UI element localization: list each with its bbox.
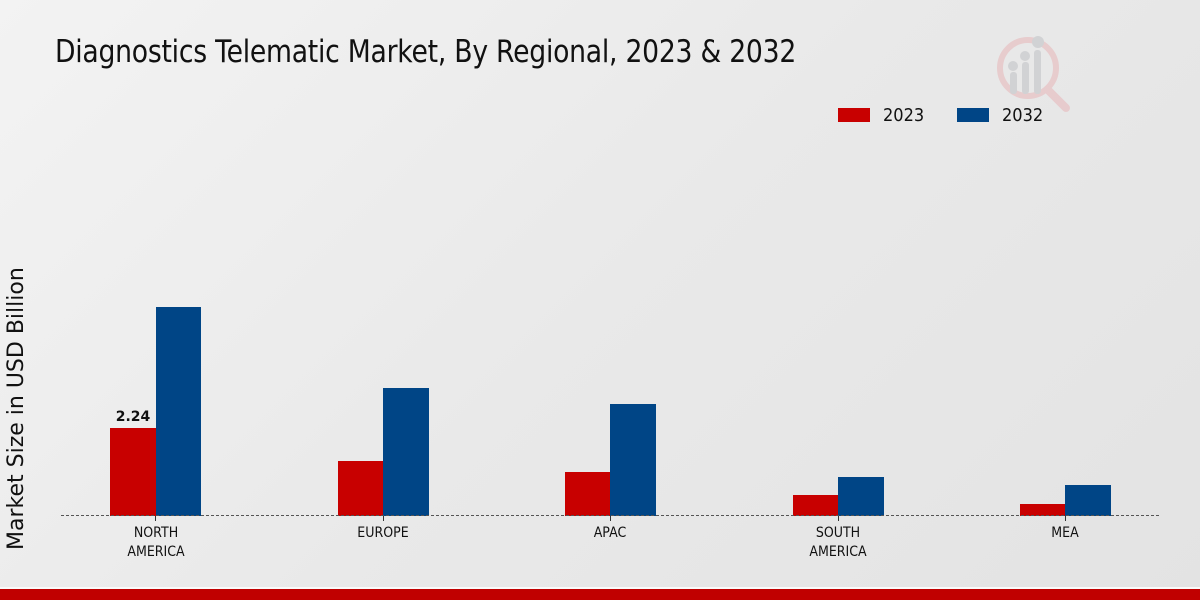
x-tick-north-america xyxy=(155,516,156,521)
x-tick-south-america xyxy=(838,516,839,521)
footer-divider xyxy=(0,587,1200,589)
x-tick-apac xyxy=(610,516,611,521)
x-label-line1: NORTH xyxy=(133,525,179,541)
bar-south-america-2032 xyxy=(838,476,884,516)
x-label-south-america: SOUTH AMERICA xyxy=(784,524,892,562)
x-label-line2: AMERICA xyxy=(809,544,867,560)
x-label-line1: SOUTH xyxy=(815,525,861,541)
bar-south-america-2023 xyxy=(792,495,838,516)
bar-apac-2023 xyxy=(564,471,610,516)
x-label-europe: EUROPE xyxy=(329,524,437,543)
legend-swatch-2032 xyxy=(957,108,989,122)
legend-item-2023[interactable]: 2023 xyxy=(838,104,929,126)
legend-item-2032[interactable]: 2032 xyxy=(957,104,1048,126)
x-label-line1: MEA xyxy=(1051,525,1079,541)
footer-bar xyxy=(0,589,1200,600)
bar-mea-2032 xyxy=(1065,484,1111,516)
bar-europe-2032 xyxy=(383,388,429,516)
legend-label-2032: 2032 xyxy=(1002,104,1044,126)
bar-europe-2023 xyxy=(337,460,383,516)
legend-swatch-2023 xyxy=(838,108,870,122)
chart-title: Diagnostics Telematic Market, By Regiona… xyxy=(55,34,797,70)
x-label-apac: APAC xyxy=(556,524,664,543)
bar-north-america-2032 xyxy=(155,306,201,516)
data-label-north-america-2023: 2.24 xyxy=(115,409,151,425)
x-tick-europe xyxy=(383,516,384,521)
legend-label-2023: 2023 xyxy=(883,104,925,126)
x-tick-mea xyxy=(1065,516,1066,521)
bar-apac-2032 xyxy=(610,403,656,516)
x-label-line1: EUROPE xyxy=(357,525,409,541)
bar-mea-2023 xyxy=(1019,504,1065,516)
bar-north-america-2023 xyxy=(110,427,156,516)
x-label-line1: APAC xyxy=(593,525,627,541)
x-axis-baseline xyxy=(61,515,1159,516)
x-label-line2: AMERICA xyxy=(127,544,185,560)
brand-logo-watermark-icon xyxy=(997,36,1070,112)
x-label-north-america: NORTH AMERICA xyxy=(102,524,210,562)
x-label-mea: MEA xyxy=(1011,524,1119,543)
